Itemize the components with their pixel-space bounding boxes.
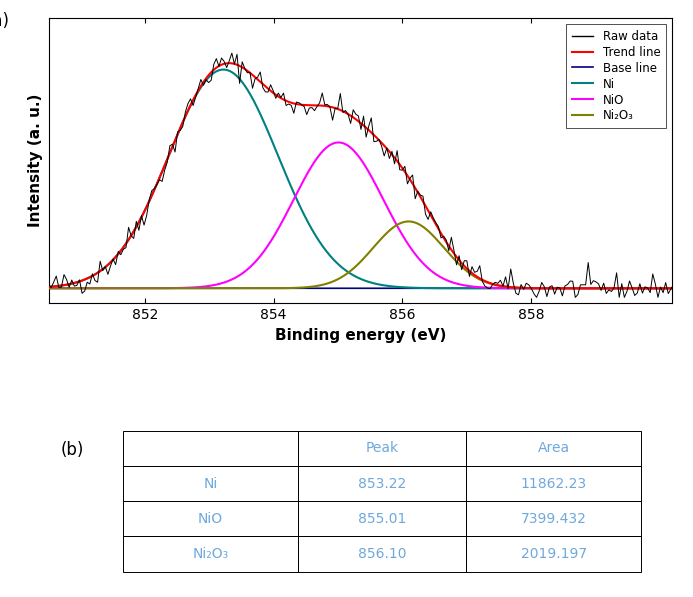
Bar xyxy=(123,466,298,501)
Bar xyxy=(466,430,641,466)
Bar xyxy=(466,501,641,536)
Text: Peak: Peak xyxy=(366,441,398,456)
Bar xyxy=(123,430,298,466)
Text: 11862.23: 11862.23 xyxy=(520,476,587,491)
Legend: Raw data, Trend line, Base line, Ni, NiO, Ni₂O₃: Raw data, Trend line, Base line, Ni, NiO… xyxy=(566,24,666,128)
Text: Ni₂O₃: Ni₂O₃ xyxy=(193,547,229,561)
Bar xyxy=(466,466,641,501)
Y-axis label: Intensity (a. u.): Intensity (a. u.) xyxy=(28,94,43,227)
Text: 2019.197: 2019.197 xyxy=(520,547,587,561)
Text: (a): (a) xyxy=(0,12,9,30)
Bar xyxy=(298,430,466,466)
Bar xyxy=(298,536,466,571)
Text: 855.01: 855.01 xyxy=(358,512,406,526)
Text: NiO: NiO xyxy=(198,512,223,526)
Bar xyxy=(298,466,466,501)
Bar xyxy=(298,501,466,536)
Bar xyxy=(466,536,641,571)
Text: 7399.432: 7399.432 xyxy=(520,512,587,526)
X-axis label: Binding energy (eV): Binding energy (eV) xyxy=(274,328,446,343)
Text: 856.10: 856.10 xyxy=(358,547,406,561)
Text: Area: Area xyxy=(538,441,570,456)
Text: Ni: Ni xyxy=(204,476,218,491)
Text: (b): (b) xyxy=(61,441,85,459)
Text: 853.22: 853.22 xyxy=(358,476,406,491)
Bar xyxy=(123,536,298,571)
Bar xyxy=(123,501,298,536)
